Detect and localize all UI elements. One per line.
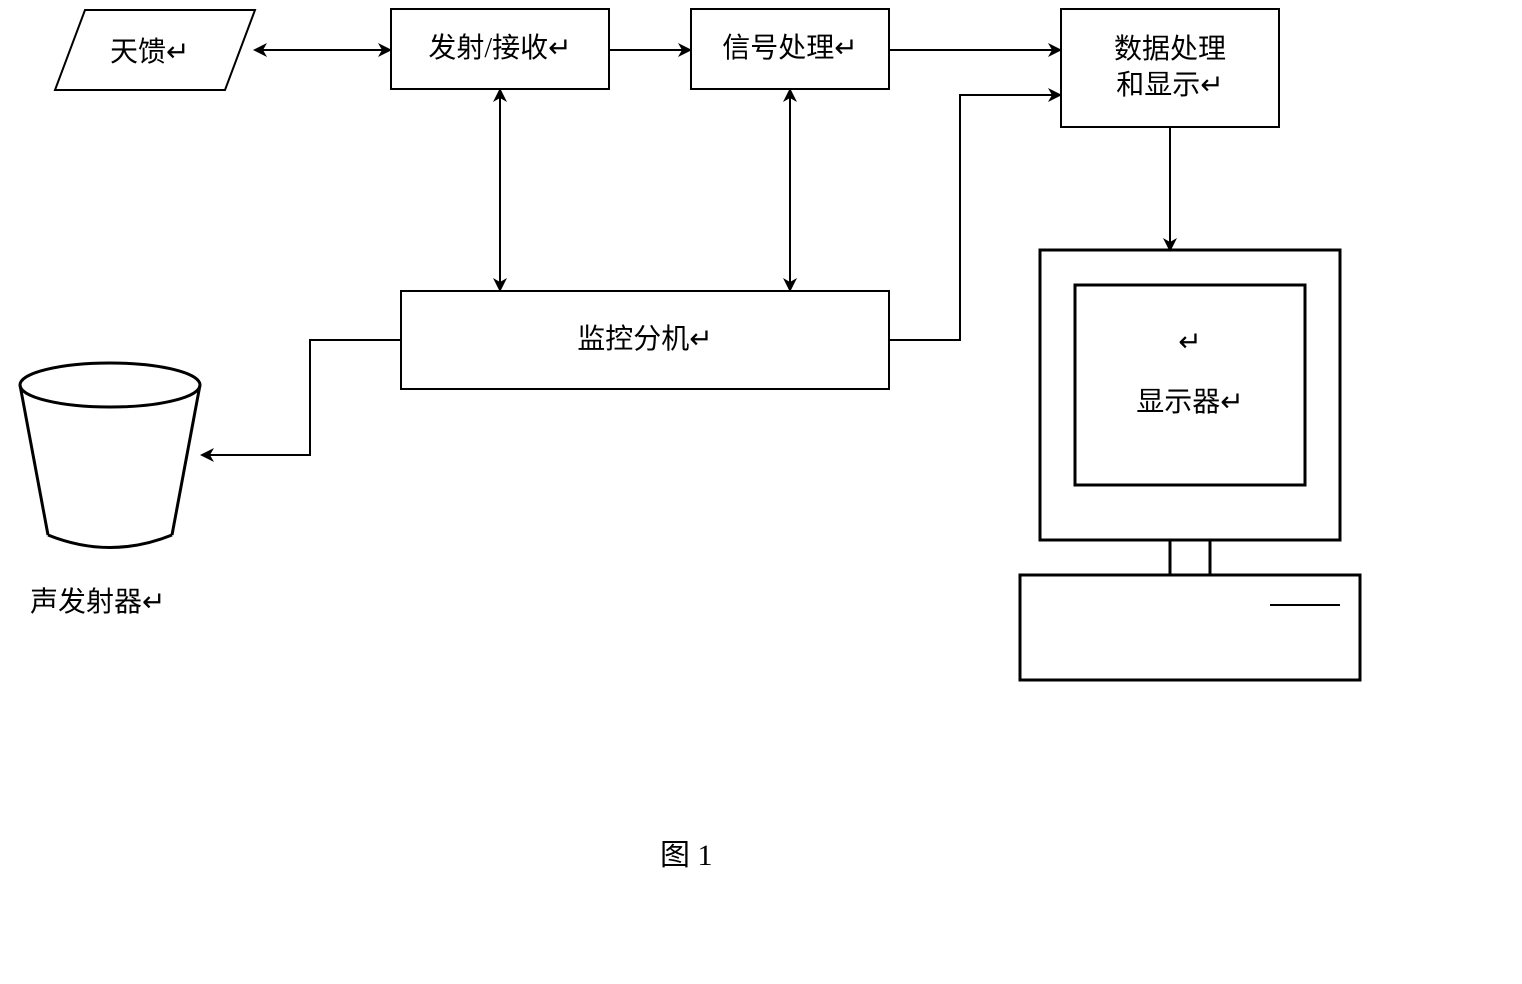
- computer-label: 显示器↵: [1110, 380, 1270, 420]
- edge-monitor-speaker: [202, 340, 400, 455]
- dataproc-label: 数据处理 和显示↵: [1114, 32, 1226, 105]
- speaker-label: 声发射器↵: [30, 580, 165, 620]
- edge-monitor-dataproc: [890, 95, 1060, 340]
- monitor-label: 监控分机↵: [577, 322, 712, 358]
- antenna-label: 天馈↵: [110, 30, 189, 70]
- diagram-canvas: 天馈↵ 发射/接收↵ 信号处理↵ 数据处理 和显示↵ 监控分机↵ 声发射器↵ ↵…: [0, 0, 1522, 984]
- sigproc-label: 信号处理↵: [722, 31, 857, 67]
- shapes-overlay: [0, 0, 1522, 984]
- txrx-box: 发射/接收↵: [390, 8, 610, 90]
- sigproc-box: 信号处理↵: [690, 8, 890, 90]
- txrx-label: 发射/接收↵: [428, 31, 571, 67]
- computer-shape: [1020, 250, 1360, 680]
- figure-caption: 图 1: [660, 830, 713, 874]
- speaker-shape: [20, 363, 200, 548]
- computer-return-mark: ↵: [1130, 325, 1250, 359]
- monitor-box: 监控分机↵: [400, 290, 890, 390]
- dataproc-box: 数据处理 和显示↵: [1060, 8, 1280, 128]
